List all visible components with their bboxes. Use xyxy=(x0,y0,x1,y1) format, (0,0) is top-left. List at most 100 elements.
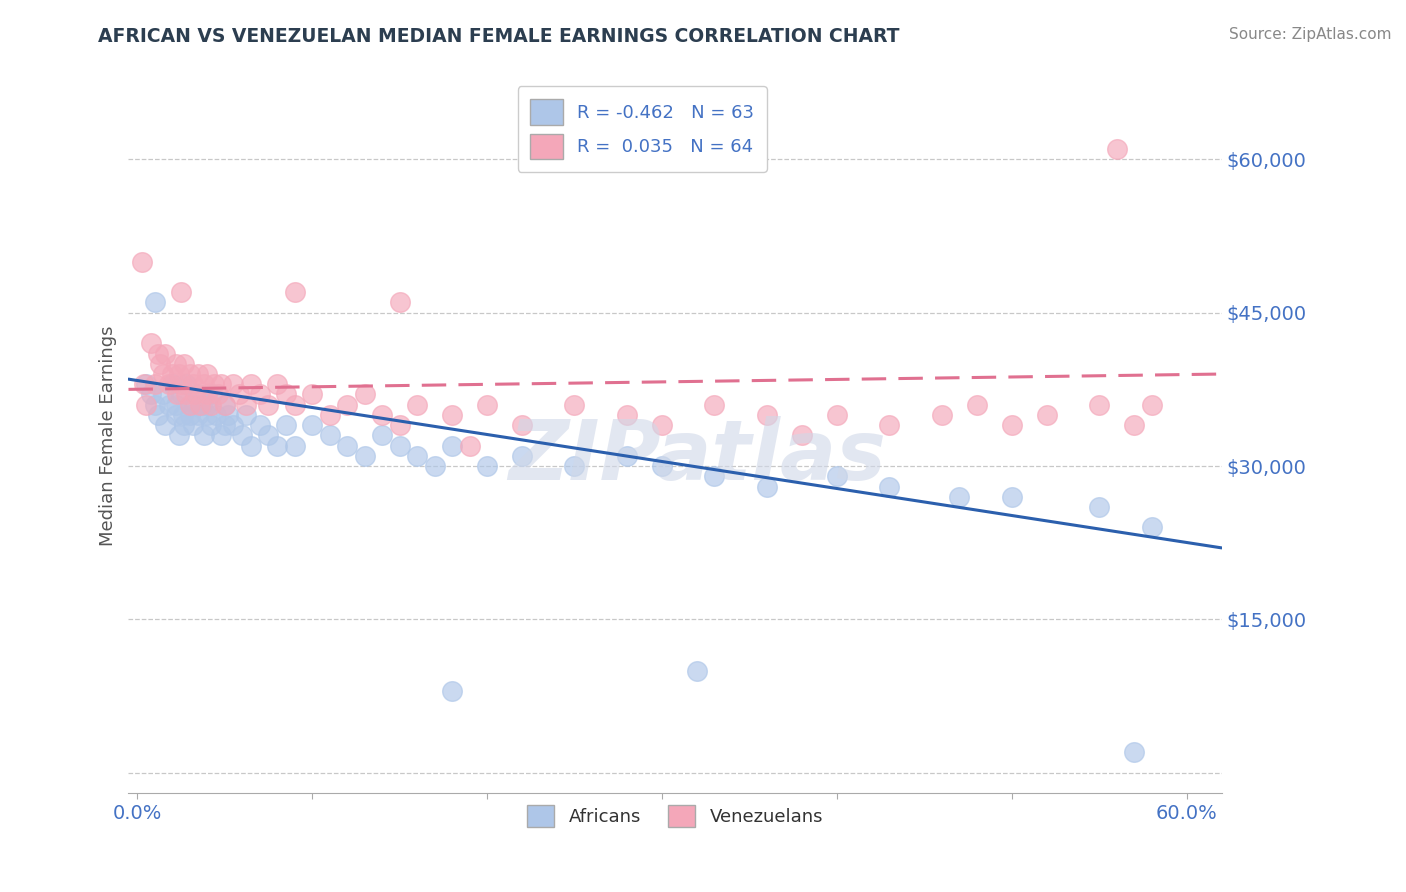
Point xyxy=(187,387,209,401)
Point xyxy=(755,408,778,422)
Point xyxy=(149,357,172,371)
Point xyxy=(441,408,464,422)
Point xyxy=(879,479,901,493)
Point xyxy=(266,377,288,392)
Point xyxy=(187,367,209,381)
Point xyxy=(441,684,464,698)
Point xyxy=(235,408,257,422)
Point xyxy=(167,428,190,442)
Point xyxy=(170,377,193,392)
Point xyxy=(214,398,236,412)
Point xyxy=(1140,398,1163,412)
Point xyxy=(274,387,297,401)
Point xyxy=(160,377,183,392)
Point xyxy=(564,459,586,474)
Point xyxy=(406,449,429,463)
Point xyxy=(879,418,901,433)
Point xyxy=(217,408,239,422)
Point xyxy=(195,387,218,401)
Point xyxy=(166,387,188,401)
Point xyxy=(406,398,429,412)
Point xyxy=(703,398,725,412)
Point xyxy=(184,387,207,401)
Point xyxy=(371,408,394,422)
Point xyxy=(170,285,193,300)
Point xyxy=(616,408,638,422)
Point xyxy=(152,367,174,381)
Point xyxy=(200,418,222,433)
Point xyxy=(239,377,262,392)
Point xyxy=(193,377,215,392)
Point xyxy=(209,377,232,392)
Point xyxy=(651,459,673,474)
Point xyxy=(458,439,481,453)
Point xyxy=(1140,520,1163,534)
Point xyxy=(188,398,211,412)
Point xyxy=(510,449,533,463)
Point xyxy=(135,377,157,392)
Point xyxy=(187,408,209,422)
Point xyxy=(141,387,163,401)
Point xyxy=(170,387,193,401)
Point xyxy=(651,418,673,433)
Point xyxy=(475,459,498,474)
Point xyxy=(165,408,187,422)
Point xyxy=(755,479,778,493)
Point xyxy=(274,418,297,433)
Point xyxy=(388,439,411,453)
Point xyxy=(202,377,225,392)
Point xyxy=(131,254,153,268)
Point xyxy=(152,387,174,401)
Point xyxy=(195,408,218,422)
Point xyxy=(153,346,176,360)
Point xyxy=(143,377,166,392)
Point xyxy=(825,408,848,422)
Point xyxy=(1001,490,1024,504)
Point xyxy=(931,408,953,422)
Y-axis label: Median Female Earnings: Median Female Earnings xyxy=(100,326,117,546)
Point xyxy=(153,418,176,433)
Point xyxy=(966,398,988,412)
Point xyxy=(165,357,187,371)
Point xyxy=(231,428,253,442)
Point xyxy=(214,398,236,412)
Point xyxy=(179,398,201,412)
Point xyxy=(222,377,245,392)
Point xyxy=(1001,418,1024,433)
Point xyxy=(174,377,197,392)
Point xyxy=(353,387,375,401)
Point xyxy=(179,408,201,422)
Text: ZIPatlas: ZIPatlas xyxy=(508,417,886,498)
Point xyxy=(157,377,180,392)
Point xyxy=(195,398,218,412)
Point xyxy=(181,377,204,392)
Point xyxy=(143,398,166,412)
Point xyxy=(353,449,375,463)
Point xyxy=(239,439,262,453)
Point xyxy=(318,408,340,422)
Point xyxy=(148,346,170,360)
Point xyxy=(193,428,215,442)
Point xyxy=(174,387,197,401)
Text: AFRICAN VS VENEZUELAN MEDIAN FEMALE EARNINGS CORRELATION CHART: AFRICAN VS VENEZUELAN MEDIAN FEMALE EARN… xyxy=(98,27,900,45)
Point xyxy=(165,398,187,412)
Point xyxy=(441,439,464,453)
Point xyxy=(686,664,709,678)
Point xyxy=(948,490,970,504)
Text: Source: ZipAtlas.com: Source: ZipAtlas.com xyxy=(1229,27,1392,42)
Point xyxy=(200,398,222,412)
Point xyxy=(173,357,195,371)
Point xyxy=(616,449,638,463)
Point xyxy=(790,428,813,442)
Point xyxy=(336,398,359,412)
Point xyxy=(1123,418,1146,433)
Point xyxy=(205,408,228,422)
Point xyxy=(825,469,848,483)
Point xyxy=(257,398,280,412)
Point xyxy=(201,387,224,401)
Point xyxy=(148,408,170,422)
Point xyxy=(191,398,214,412)
Point xyxy=(1088,500,1111,514)
Point xyxy=(510,418,533,433)
Point xyxy=(564,398,586,412)
